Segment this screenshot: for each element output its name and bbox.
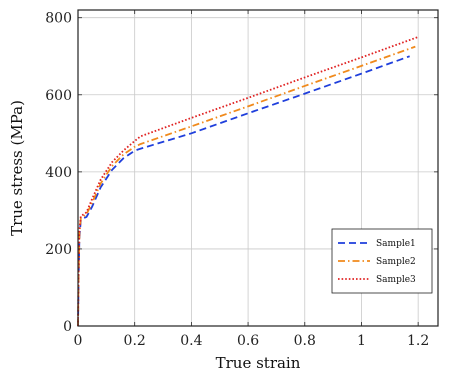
series-line-sample2 <box>77 45 416 327</box>
legend-label-sample1: Sample1 <box>376 239 416 249</box>
legend: Sample1 Sample2 Sample3 <box>331 228 433 294</box>
legend-label-sample3: Sample3 <box>376 275 416 285</box>
grid-layer <box>77 10 438 327</box>
y-tick-label: 600 <box>45 88 72 104</box>
y-tick-label: 200 <box>45 242 72 258</box>
x-tick-label: 1.2 <box>407 333 429 349</box>
x-tick-label: 1 <box>357 333 366 349</box>
legend-items: Sample1 Sample2 Sample3 <box>338 239 416 285</box>
legend-label-sample2: Sample2 <box>376 257 416 267</box>
y-axis-label: True stress (MPa) <box>8 100 26 236</box>
tick-layer: 0 0.2 0.4 0.6 0.8 1 1.2 0 200 400 600 800 <box>45 10 438 349</box>
y-tick-label: 800 <box>45 11 72 27</box>
series-line-sample3 <box>77 36 419 327</box>
series-line-sample1 <box>77 55 410 327</box>
y-tick-label: 400 <box>45 165 72 181</box>
x-tick-label: 0.6 <box>237 333 259 349</box>
x-tick-label: 0.8 <box>294 333 316 349</box>
x-axis-label: True strain <box>216 354 301 372</box>
series-layer <box>77 36 419 327</box>
x-tick-label: 0 <box>74 333 83 349</box>
plot-frame <box>77 9 439 327</box>
x-tick-label: 0.2 <box>124 333 146 349</box>
y-tick-label: 0 <box>63 319 72 335</box>
x-tick-label: 0.4 <box>180 333 202 349</box>
